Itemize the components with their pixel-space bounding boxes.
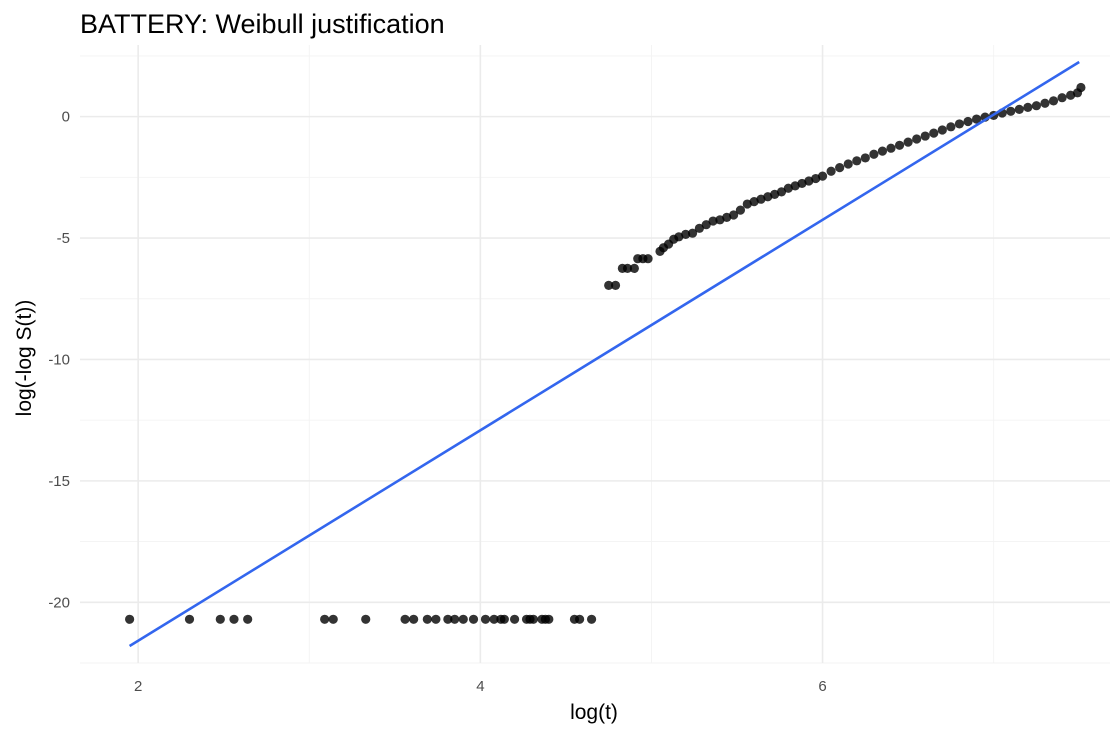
major-gridlines (80, 45, 1110, 663)
data-point (894, 140, 905, 150)
data-point (443, 614, 453, 624)
data-point (409, 614, 419, 624)
data-point (708, 216, 718, 226)
data-point (575, 614, 585, 624)
data-point (929, 128, 939, 138)
data-point (229, 614, 239, 624)
data-point (1014, 104, 1024, 114)
data-point (877, 146, 888, 156)
data-point (860, 153, 870, 163)
data-point (243, 614, 253, 624)
data-point (528, 614, 539, 624)
data-point (920, 131, 930, 141)
data-point (450, 614, 460, 624)
data-point (817, 171, 828, 181)
data-point (215, 614, 225, 624)
data-point (735, 205, 746, 215)
data-point (544, 614, 554, 624)
data-point (629, 263, 639, 274)
data-point (509, 614, 520, 624)
data-point (499, 614, 509, 624)
data-point (1057, 93, 1067, 103)
data-point (912, 134, 922, 144)
fit-lines (128, 60, 1080, 648)
data-point (480, 614, 491, 624)
data-point (431, 614, 441, 624)
data-point (843, 159, 853, 169)
data-point (422, 614, 432, 624)
data-point (468, 614, 479, 624)
minor-gridlines (80, 45, 1110, 664)
data-point (1048, 96, 1059, 106)
data-point (610, 280, 621, 291)
x-tick-label: 6 (818, 678, 826, 695)
data-point (458, 614, 468, 624)
fitted-line (128, 60, 1080, 648)
data-point (1040, 98, 1050, 108)
data-point (1023, 102, 1033, 113)
y-tick-label: 0 (62, 109, 70, 126)
y-tick-label: -15 (48, 473, 70, 490)
x-tick-labels: 2 4 6 (134, 678, 827, 695)
data-point (361, 614, 371, 624)
y-tick-label: -5 (57, 230, 70, 247)
data-point (971, 114, 982, 124)
data-point (125, 614, 135, 624)
data-point (489, 614, 499, 624)
data-point (1031, 101, 1042, 111)
data-point (586, 614, 597, 624)
data-point (886, 143, 896, 153)
y-axis-title: log(-log S(t)) (13, 300, 36, 417)
data-point (687, 228, 698, 238)
data-point (1076, 82, 1086, 93)
data-point (604, 280, 614, 291)
data-point (835, 163, 845, 173)
data-point (869, 149, 879, 159)
data-point (622, 263, 633, 274)
data-point (776, 187, 787, 197)
data-point (937, 125, 947, 135)
data-point (903, 137, 913, 147)
data-point (643, 254, 653, 264)
y-tick-label: -20 (48, 594, 70, 611)
data-point (328, 614, 338, 624)
data-point (852, 156, 862, 166)
data-points (125, 82, 1086, 624)
data-point (400, 614, 410, 624)
data-point (320, 614, 330, 624)
data-point (701, 220, 711, 230)
x-tick-label: 4 (476, 678, 484, 695)
x-tick-label: 2 (134, 678, 142, 695)
data-point (954, 119, 965, 129)
y-tick-labels: -20 -15 -10 -5 0 (48, 109, 70, 612)
data-point (946, 122, 956, 132)
x-axis-title: log(t) (570, 701, 618, 724)
data-point (728, 210, 739, 220)
y-tick-label: -10 (48, 351, 70, 368)
data-point (694, 223, 704, 233)
data-point (826, 166, 836, 176)
data-point (963, 116, 973, 127)
chart-title: BATTERY: Weibull justification (80, 9, 445, 39)
data-point (1006, 106, 1016, 116)
data-point (681, 229, 691, 240)
data-point (184, 614, 195, 624)
